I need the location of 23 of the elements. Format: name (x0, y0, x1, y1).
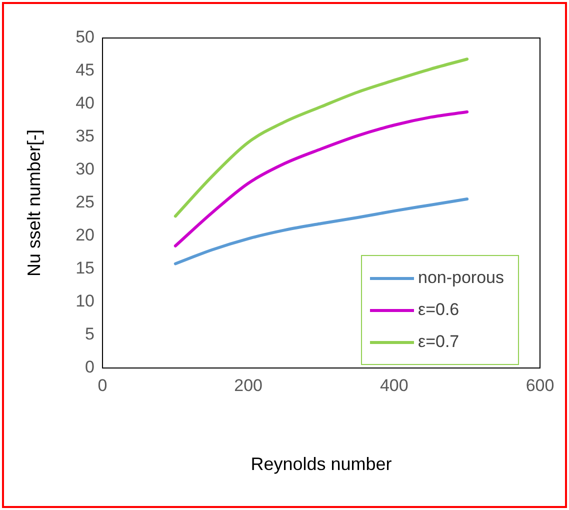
y-tick-label: 35 (76, 126, 95, 146)
y-tick-label: 45 (76, 60, 95, 80)
y-tick-label: 30 (76, 160, 95, 179)
y-tick-label: 5 (85, 324, 95, 344)
y-tick-label: 25 (76, 192, 95, 212)
line-series (174, 110, 469, 248)
y-tick-label: 0 (85, 358, 95, 377)
x-axis-title: Reynolds number (250, 454, 392, 474)
y-axis-title: Nu sselt number[-] (24, 129, 44, 277)
x-tick-label: 600 (526, 376, 554, 395)
x-tick-label: 200 (234, 376, 263, 395)
legend-label: ε=0.7 (418, 332, 460, 352)
line-series (174, 58, 469, 218)
y-tick-label: 15 (76, 258, 95, 278)
legend-label: ε=0.6 (418, 300, 460, 320)
y-tick-label: 10 (76, 292, 95, 311)
x-tick-label: 400 (380, 376, 408, 395)
y-tick-label: 40 (76, 94, 95, 113)
y-tick-label: 20 (76, 226, 95, 245)
line-series (174, 198, 469, 266)
y-tick-label: 50 (76, 28, 95, 47)
legend-label: non-porous (418, 268, 504, 288)
x-tick-label: 0 (98, 376, 108, 395)
